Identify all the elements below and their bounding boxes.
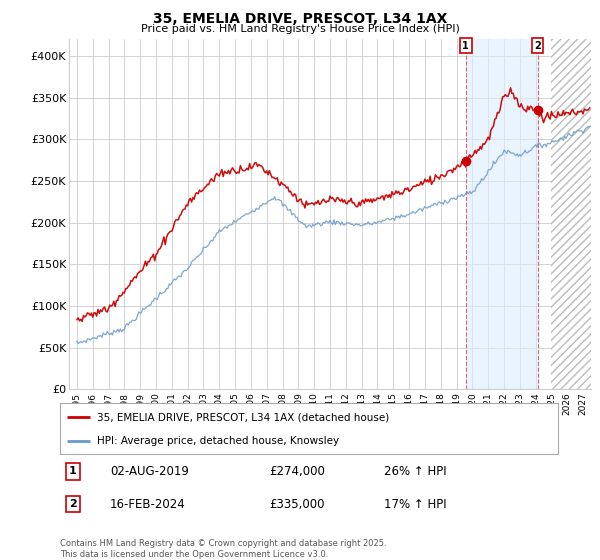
Text: 16-FEB-2024: 16-FEB-2024 [110, 498, 185, 511]
Bar [551, 39, 591, 389]
Text: 35, EMELIA DRIVE, PRESCOT, L34 1AX (detached house): 35, EMELIA DRIVE, PRESCOT, L34 1AX (deta… [97, 412, 389, 422]
Text: 2: 2 [69, 499, 77, 509]
Bar [551, 39, 591, 389]
Text: 1: 1 [463, 41, 469, 51]
Text: £274,000: £274,000 [269, 465, 325, 478]
Text: 35, EMELIA DRIVE, PRESCOT, L34 1AX: 35, EMELIA DRIVE, PRESCOT, L34 1AX [153, 12, 447, 26]
Text: 17% ↑ HPI: 17% ↑ HPI [384, 498, 446, 511]
Text: 1: 1 [69, 466, 77, 477]
Bar [466, 39, 538, 389]
Text: 26% ↑ HPI: 26% ↑ HPI [384, 465, 446, 478]
Text: 2: 2 [534, 41, 541, 51]
Text: Price paid vs. HM Land Registry's House Price Index (HPI): Price paid vs. HM Land Registry's House … [140, 24, 460, 34]
Text: £335,000: £335,000 [269, 498, 325, 511]
Text: Contains HM Land Registry data © Crown copyright and database right 2025.
This d: Contains HM Land Registry data © Crown c… [60, 539, 386, 559]
Text: 02-AUG-2019: 02-AUG-2019 [110, 465, 188, 478]
Text: HPI: Average price, detached house, Knowsley: HPI: Average price, detached house, Know… [97, 436, 340, 446]
